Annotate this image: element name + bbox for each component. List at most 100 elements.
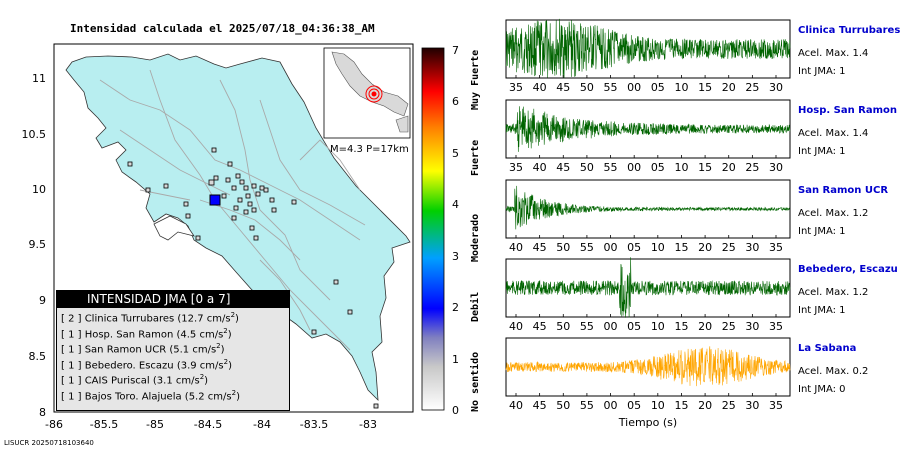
x-tick-label: -85 <box>146 418 164 431</box>
footer-id: LISUCR 20250718103640 <box>4 439 94 447</box>
legend-row: [ 1 ] Bajos Toro. Alajuela (5.2 cm/s2) <box>57 386 289 402</box>
accel-max: Acel. Max. 1.4 <box>798 48 868 59</box>
seismogram-tick-label: 10 <box>674 81 688 94</box>
legend-unit-exp: 2 <box>223 326 228 335</box>
jma-intensity: Int JMA: 1 <box>798 226 846 237</box>
y-tick-label: 8 <box>39 406 46 419</box>
seismogram-tick-label: 35 <box>769 241 783 254</box>
legend-row: [ 1 ] Bebedero. Escazu (3.9 cm/s2) <box>57 355 289 371</box>
colorbar-label: Fuerte <box>470 140 481 176</box>
seismogram-tick-label: 35 <box>769 399 783 412</box>
seismogram-tick-label: 25 <box>722 241 736 254</box>
legend-unit-exp: 2 <box>231 388 237 397</box>
legend-level: [ 2 ] <box>61 313 85 325</box>
seismogram-tick-label: 30 <box>745 399 759 412</box>
map-title: Intensidad calculada el 2025/07/18_04:36… <box>70 22 375 35</box>
gulf <box>153 215 195 241</box>
map-y-axis: 11 10.5 10 9.5 9 8.5 8 <box>22 72 47 419</box>
seismogram-tick-label: 40 <box>533 81 547 94</box>
seismogram-tick-label: 35 <box>509 81 523 94</box>
seismogram-tick-label: 55 <box>580 399 594 412</box>
seismogram-tick-label: 05 <box>627 399 641 412</box>
legend-station: Hosp. San Ramon <box>84 328 177 340</box>
legend-close: ) <box>235 313 239 325</box>
legend-row: [ 1 ] San Ramon UCR (5.1 cm/s2) <box>57 339 289 355</box>
legend-station: CAIS Puriscal <box>84 375 153 387</box>
road-network <box>99 69 366 351</box>
seismogram-tick-label: 25 <box>722 399 736 412</box>
map-x-axis: -86 -85.5 -85 -84.5 -84 -83.5 -83 <box>45 418 377 431</box>
x-tick-label: -86 <box>45 418 63 431</box>
legend-close: ) <box>236 390 240 402</box>
inset-map <box>323 47 411 139</box>
seismogram-tick-label: 55 <box>604 81 618 94</box>
colorbar-tick: 7 <box>452 44 459 57</box>
legend-row: [ 2 ] Clinica Turrubares (12.7 cm/s2) <box>57 308 289 324</box>
colorbar-tick: 3 <box>452 250 459 263</box>
seismogram-tick-label: 05 <box>651 161 665 174</box>
colorbar-tick: 2 <box>452 301 459 314</box>
seismogram-panels: 35 40 45 50 55 00 05 10 15 20 25 30 Clinica Turrubar… <box>505 18 900 412</box>
seismogram-tick-label: 00 <box>604 320 618 333</box>
seismogram-tick-label: 00 <box>627 161 641 174</box>
seismogram-trace <box>505 185 791 230</box>
legend-unit-exp: 2 <box>216 342 221 350</box>
colorbar-label: Moderado <box>470 214 481 262</box>
legend-close: ) <box>228 359 233 371</box>
x-tick-label: -84 <box>253 418 271 431</box>
seismogram-tick-label: 40 <box>509 320 523 333</box>
jma-intensity: Int JMA: 1 <box>798 146 846 157</box>
y-tick-label: 10.5 <box>22 128 47 141</box>
seismogram-tick-label: 20 <box>698 320 712 333</box>
legend-station: Bajos Toro. Alajuela <box>84 390 185 402</box>
seismogram-tick-label: 00 <box>627 81 641 94</box>
jma-intensity: Int JMA: 1 <box>798 66 846 77</box>
seismogram-tick-label: 45 <box>556 81 570 94</box>
seismogram-tick-label: 00 <box>604 241 618 254</box>
y-tick-label: 8.5 <box>29 350 47 363</box>
legend-close: ) <box>220 344 225 356</box>
seismogram-tick-label: 50 <box>556 241 570 254</box>
legend-close: ) <box>227 328 232 340</box>
seismogram-tick-label: 15 <box>674 320 688 333</box>
legend-level: [ 1 ] <box>61 359 85 371</box>
x-tick-label: -84.5 <box>194 418 222 431</box>
seismogram-trace <box>505 106 791 152</box>
seismogram-tick-label: 30 <box>769 81 783 94</box>
legend-level: [ 1 ] <box>61 390 85 402</box>
inset-label: M=4.3 P=17km <box>330 144 409 155</box>
legend-title: INTENSIDAD JMA [0 a 7] <box>57 291 289 308</box>
seismogram-tick-label: 40 <box>509 399 523 412</box>
colorbar-label: Debil <box>469 292 481 322</box>
station-name: Hosp. San Ramon <box>798 105 897 116</box>
seismogram-tick-label: 45 <box>556 161 570 174</box>
seismogram-tick-label: 50 <box>580 81 594 94</box>
legend-level: [ 1 ] <box>61 328 85 340</box>
seismogram-tick-label: 55 <box>580 241 594 254</box>
legend-row: [ 1 ] CAIS Puriscal (3.1 cm/s2) <box>57 370 289 386</box>
seismogram-tick-label: 30 <box>745 320 759 333</box>
legend-value: (12.7 cm/s <box>177 313 231 325</box>
colorbar-label: No sentido <box>469 352 481 412</box>
legend-station: Clinica Turrubares <box>84 313 178 325</box>
seismogram-tick-label: 55 <box>580 320 594 333</box>
seismogram-tick-label: 05 <box>627 241 641 254</box>
seismogram-tick-label: 45 <box>533 241 547 254</box>
seismogram-tick-label: 05 <box>651 81 665 94</box>
seismogram-tick-label: 20 <box>698 241 712 254</box>
seismogram-tick-label: 00 <box>604 399 618 412</box>
accel-max: Acel. Max. 1.4 <box>798 128 868 139</box>
colorbar: 0 1 2 3 4 5 6 7 No sentido Debil Moderad… <box>421 44 481 417</box>
seismogram-trace <box>505 18 791 79</box>
legend-close: ) <box>204 375 209 387</box>
time-axis-label: Tiempo (s) <box>618 416 677 429</box>
colorbar-tick: 5 <box>452 147 459 160</box>
seismogram-tick-label: 20 <box>698 399 712 412</box>
legend-row: [ 1 ] Hosp. San Ramon (4.5 cm/s2) <box>57 324 289 340</box>
seismogram-tick-label: 10 <box>651 399 665 412</box>
x-tick-label: -83 <box>359 418 377 431</box>
legend-value: (4.5 cm/s <box>176 328 224 340</box>
legend-value: (3.9 cm/s <box>176 359 224 371</box>
seismogram-tick-label: 35 <box>769 320 783 333</box>
